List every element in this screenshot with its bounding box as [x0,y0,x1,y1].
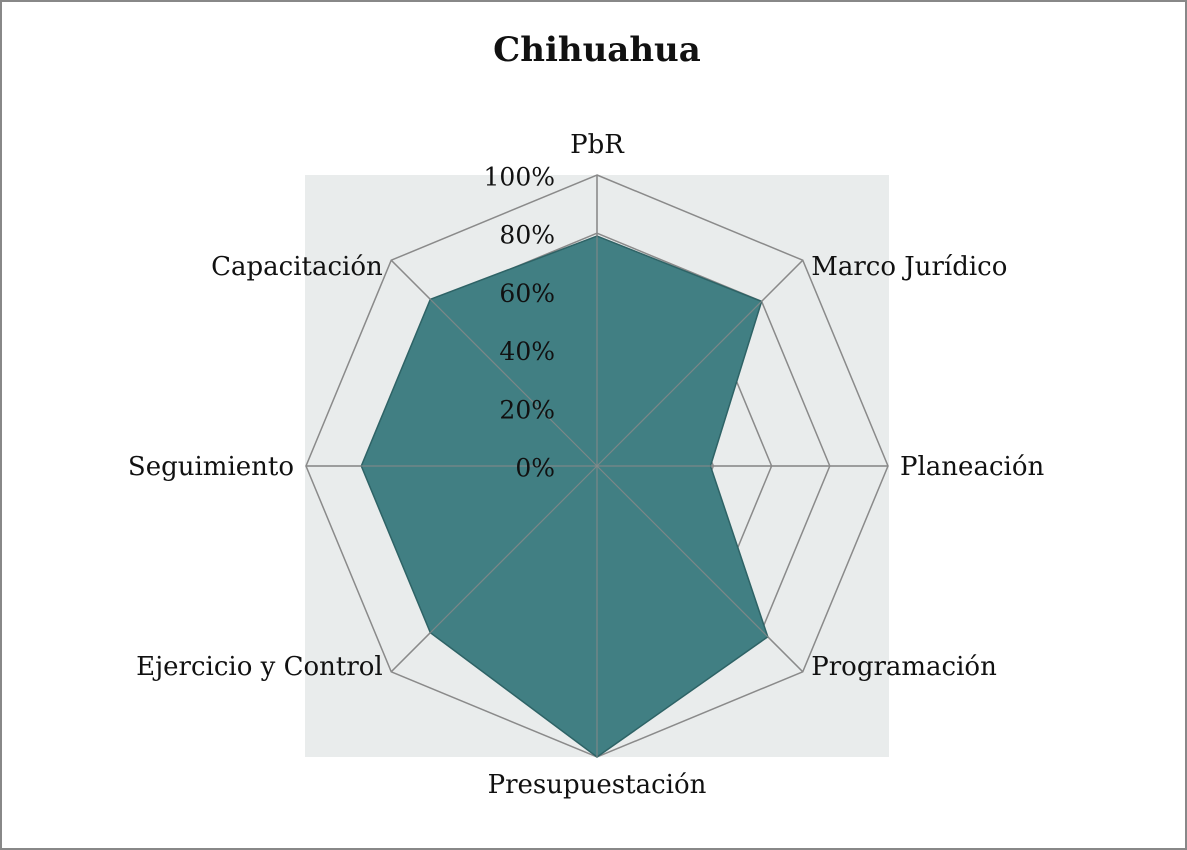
category-label: Capacitación [211,252,383,282]
chart-title: Chihuahua [493,30,701,70]
category-label: Marco Jurídico [811,252,1007,282]
spoke-overlay [596,465,804,673]
tick-label: 60% [499,279,555,308]
tick-label: 0% [515,454,555,483]
category-label: Ejercicio y Control [136,652,383,682]
spoke-overlay [390,465,598,673]
tick-label: 80% [499,221,555,250]
category-label: Programación [811,652,997,682]
tick-label: 20% [499,395,555,424]
spoke-overlay [596,259,804,467]
category-label: Seguimiento [128,452,294,482]
category-label: Presupuestación [488,770,707,800]
tick-label: 40% [499,337,555,366]
category-label: Planeación [900,452,1044,482]
category-label: PbR [570,130,625,160]
tick-label: 100% [484,163,555,192]
spoke-overlay [390,259,598,467]
